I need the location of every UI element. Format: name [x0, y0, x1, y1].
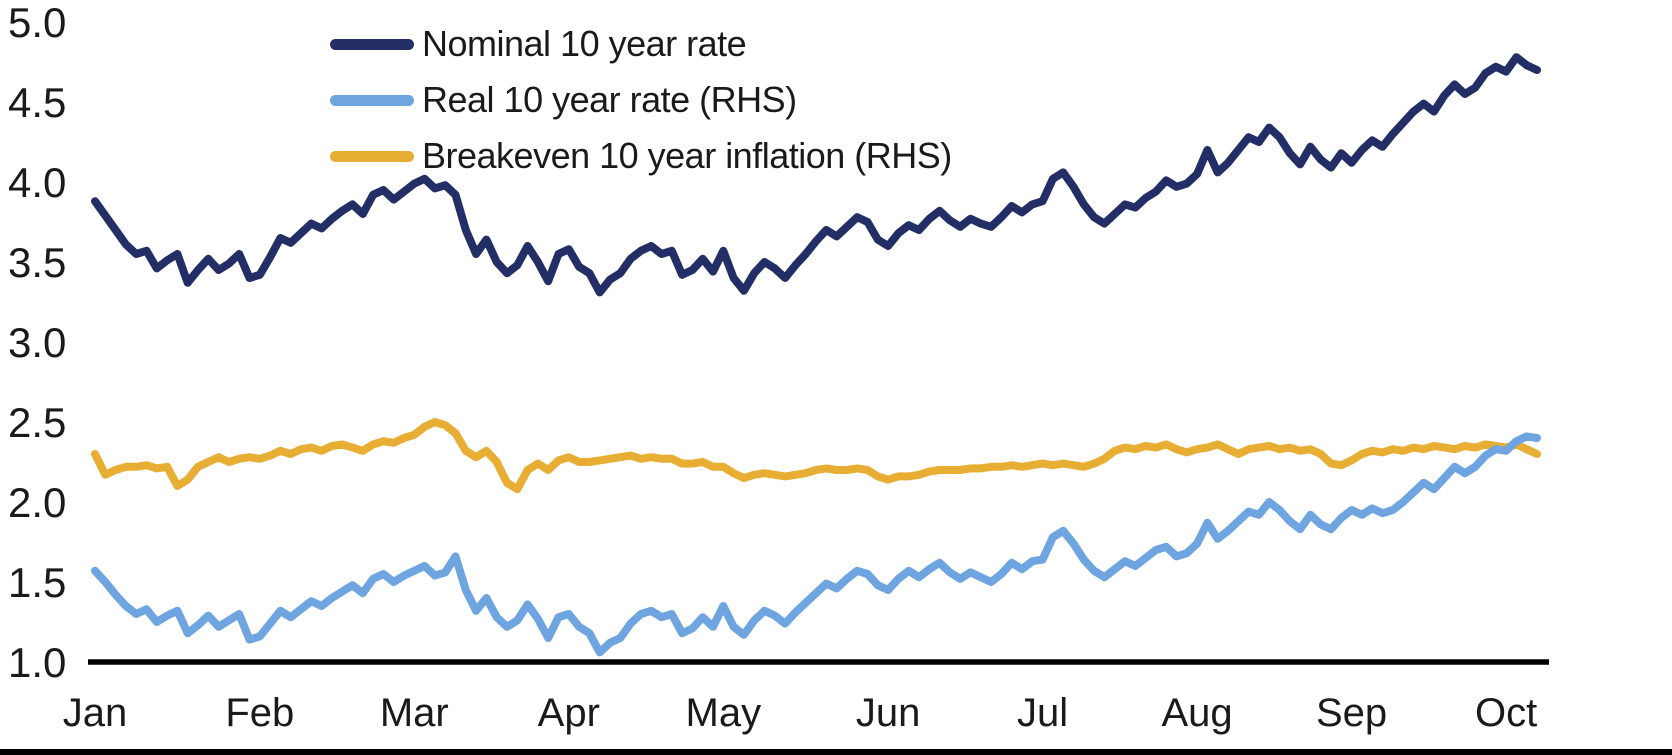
y-tick-label: 2.5 — [8, 399, 66, 446]
x-tick-label: Feb — [225, 691, 294, 735]
page-bottom-rule — [0, 749, 1672, 755]
y-tick-label: 3.0 — [8, 319, 66, 366]
y-tick-label: 2.0 — [8, 479, 66, 526]
y-axis-tick-labels: 5.0 4.5 4.0 3.5 3.0 2.5 2.0 1.5 1.0 — [8, 0, 66, 686]
legend-swatch-real — [330, 94, 414, 106]
legend-item-breakeven: Breakeven 10 year inflation (RHS) — [330, 128, 952, 184]
x-axis-tick-labels: Jan Feb Mar Apr May Jun Jul Aug Sep Oct — [63, 691, 1537, 735]
legend: Nominal 10 year rate Real 10 year rate (… — [330, 16, 952, 184]
x-tick-label: Mar — [380, 691, 449, 735]
x-tick-label: Oct — [1475, 691, 1537, 735]
y-tick-label: 1.0 — [8, 639, 66, 686]
x-tick-label: May — [686, 691, 762, 735]
x-tick-label: Aug — [1162, 691, 1233, 735]
x-tick-label: Sep — [1316, 691, 1387, 735]
y-tick-label: 4.0 — [8, 159, 66, 206]
series-line-real — [91, 432, 1541, 657]
series-line-nominal — [91, 53, 1541, 297]
legend-item-real: Real 10 year rate (RHS) — [330, 72, 952, 128]
y-tick-label: 1.5 — [8, 559, 66, 606]
y-tick-label: 4.5 — [8, 79, 66, 126]
legend-swatch-breakeven — [330, 150, 414, 162]
y-tick-label: 3.5 — [8, 239, 66, 286]
legend-swatch-nominal — [330, 38, 414, 50]
x-tick-label: Apr — [538, 691, 600, 735]
x-tick-label: Jul — [1017, 691, 1068, 735]
plot-lines — [91, 53, 1541, 657]
legend-label-nominal: Nominal 10 year rate — [422, 23, 747, 64]
x-tick-label: Jun — [856, 691, 921, 735]
legend-label-breakeven: Breakeven 10 year inflation (RHS) — [422, 135, 952, 176]
x-tick-label: Jan — [63, 691, 128, 735]
series-line-breakeven — [91, 418, 1541, 494]
legend-label-real: Real 10 year rate (RHS) — [422, 79, 797, 120]
legend-item-nominal: Nominal 10 year rate — [330, 16, 952, 72]
y-tick-label: 5.0 — [8, 0, 66, 46]
